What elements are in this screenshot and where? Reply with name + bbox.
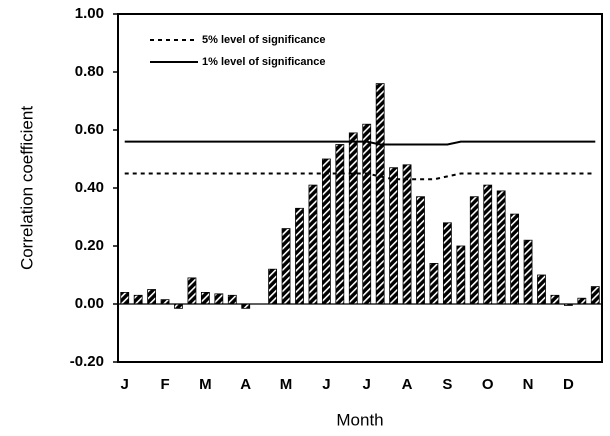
x-tick-label: M xyxy=(280,376,293,393)
bar xyxy=(510,213,520,305)
bar xyxy=(160,299,170,305)
bar xyxy=(416,196,425,305)
bar xyxy=(348,132,358,305)
bar xyxy=(200,291,210,305)
bar xyxy=(590,286,600,305)
bar xyxy=(456,245,466,305)
bar xyxy=(120,291,130,305)
bar xyxy=(550,294,560,305)
bar xyxy=(537,274,546,305)
y-tick-label: -0.20 xyxy=(70,353,104,370)
bar xyxy=(174,303,183,309)
y-tick-label: 0.60 xyxy=(75,121,104,138)
x-tick-label: J xyxy=(322,376,330,393)
y-tick-label: 0.00 xyxy=(75,295,104,312)
bar xyxy=(133,294,143,305)
bar xyxy=(402,164,412,305)
x-tick-label: M xyxy=(199,376,212,393)
legend-label: 1% level of significance xyxy=(202,56,326,68)
bar xyxy=(375,83,385,305)
bar xyxy=(321,158,331,305)
bar xyxy=(429,262,439,305)
x-tick-label: D xyxy=(563,376,574,393)
bar xyxy=(281,228,291,305)
bar xyxy=(241,303,251,309)
y-tick-label: 1.00 xyxy=(75,5,104,22)
bar xyxy=(442,222,452,305)
bar xyxy=(577,297,587,305)
bar xyxy=(295,207,304,305)
bar xyxy=(147,289,157,305)
y-tick-label: 0.80 xyxy=(75,63,104,80)
x-tick-label: A xyxy=(240,376,251,393)
bar xyxy=(389,167,399,305)
x-tick-label: F xyxy=(160,376,169,393)
bar xyxy=(187,277,197,305)
plot-frame xyxy=(117,13,603,363)
y-axis-label: Correlation coefficient xyxy=(17,106,36,270)
x-tick-label: S xyxy=(442,376,452,393)
bar xyxy=(308,184,318,305)
bar xyxy=(335,144,345,305)
x-axis-label: Month xyxy=(336,410,383,429)
significance-line xyxy=(124,140,596,146)
x-tick-label: J xyxy=(363,376,371,393)
bar xyxy=(496,190,506,305)
x-tick-label: N xyxy=(523,376,534,393)
x-tick-label: O xyxy=(482,376,494,393)
bar xyxy=(483,184,493,305)
x-tick-label: J xyxy=(121,376,129,393)
bar xyxy=(523,239,533,305)
bar xyxy=(268,268,278,305)
x-tick-label: A xyxy=(402,376,413,393)
bar xyxy=(227,294,237,305)
bar xyxy=(362,123,372,305)
bar xyxy=(469,196,479,305)
y-tick-label: 0.20 xyxy=(75,237,104,254)
y-tick-label: 0.40 xyxy=(75,179,104,196)
legend-label: 5% level of significance xyxy=(202,34,326,46)
significance-line xyxy=(124,172,596,181)
bar xyxy=(214,293,224,305)
